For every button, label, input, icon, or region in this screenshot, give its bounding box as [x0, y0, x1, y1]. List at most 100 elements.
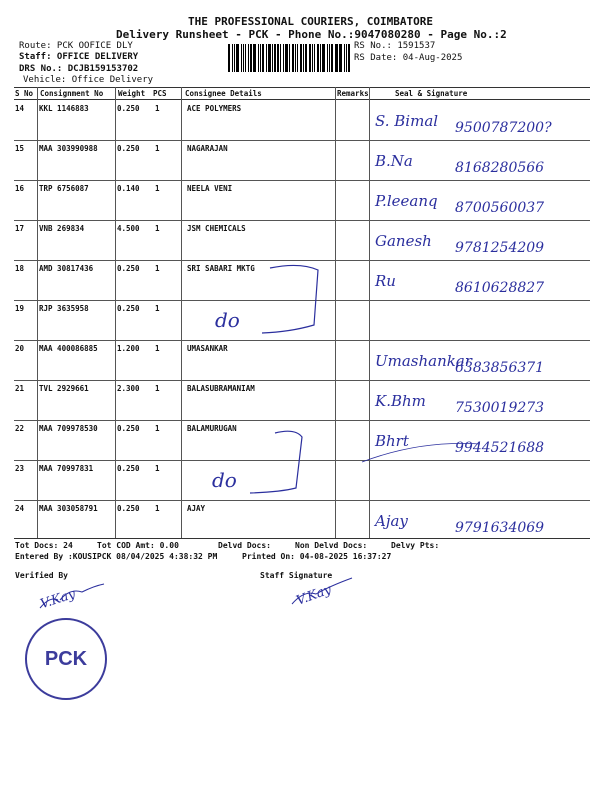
row-consignee: NAGARAJAN: [187, 144, 228, 153]
ditto-bracket-2: [249, 430, 303, 494]
row-consignment-no: MAA 303990988: [39, 144, 98, 153]
barcode-bar: [299, 44, 302, 72]
route-label: Route: PCK OOFICE DLY: [19, 41, 133, 51]
row-consignment-no: MAA 709978530: [39, 424, 98, 433]
barcode-bar: [277, 44, 280, 72]
row-divider: [14, 500, 590, 501]
vehicle-label: Vehicle: Office Delivery: [23, 75, 154, 85]
barcode-bar: [328, 44, 330, 72]
pck-stamp: PCK: [25, 618, 107, 700]
barcode-bar: [231, 44, 233, 72]
barcode: [228, 44, 352, 72]
row-pcs: 1: [155, 264, 160, 273]
row-consignment-no: MAA 400086885: [39, 344, 98, 353]
row-pcs: 1: [155, 184, 160, 193]
row-consignment-no: AMD 30817436: [39, 264, 94, 273]
row-weight: 0.250: [117, 144, 140, 153]
total-cod-amount: Tot COD Amt: 0.00: [97, 541, 179, 550]
barcode-bar: [348, 44, 350, 72]
row-weight: 0.250: [117, 104, 140, 113]
barcode-bar: [235, 44, 239, 72]
barcode-bar: [326, 44, 328, 72]
col-header-seal-signature: Seal & Signature: [395, 89, 468, 98]
row-phone-handwritten: 6383856371: [455, 360, 545, 376]
row-consignment-no: VNB 269834: [39, 224, 85, 233]
total-docs: Tot Docs: 24: [15, 541, 73, 550]
barcode-bar: [242, 44, 245, 72]
row-signature: S. Bimal: [375, 112, 439, 130]
barcode-bar: [250, 44, 253, 72]
row-sno: 14: [15, 104, 25, 113]
row-pcs: 1: [155, 224, 160, 233]
row-consignee: AJAY: [187, 504, 206, 513]
ditto-bracket-1: [261, 264, 319, 334]
row-weight: 1.200: [117, 344, 140, 353]
row-signature: Umashankar: [375, 352, 472, 370]
row-phone-handwritten: 9500787200?: [455, 120, 552, 136]
row-consignment-no: RJP 3635958: [39, 304, 89, 313]
barcode-bar: [314, 44, 316, 72]
col-header-weight: Weight: [118, 89, 146, 98]
row-consignee: UMASANKAR: [187, 344, 228, 353]
row-divider: [14, 460, 590, 461]
rs-number: RS No.: 1591537: [354, 41, 436, 51]
row-weight: 0.250: [117, 464, 140, 473]
row-phone-handwritten: 9791634069: [455, 520, 545, 536]
barcode-bar: [248, 44, 250, 72]
barcode-bar: [302, 44, 304, 72]
staff-signature-stroke: [291, 577, 353, 605]
barcode-bar: [319, 44, 321, 72]
row-signature: B.Na: [375, 152, 413, 170]
staff-signature-label: Staff Signature: [260, 571, 333, 580]
row-divider: [14, 180, 590, 181]
barcode-bar: [312, 44, 314, 72]
barcode-bar: [259, 44, 261, 72]
row-consignee: BALAMURUGAN: [187, 424, 237, 433]
ditto-mark: do: [212, 468, 237, 492]
barcode-bar: [344, 44, 346, 72]
barcode-bar: [304, 44, 308, 72]
row-consignee: ACE POLYMERS: [187, 104, 242, 113]
row-sno: 16: [15, 184, 25, 193]
row-sno: 19: [15, 304, 25, 313]
row-weight: 0.250: [117, 424, 140, 433]
row-sno: 22: [15, 424, 25, 433]
row-divider: [14, 420, 590, 421]
delivered-docs: Delvd Docs:: [218, 541, 271, 550]
row-consignment-no: MAA 70997831: [39, 464, 94, 473]
barcode-bar: [267, 44, 271, 72]
barcode-bar: [283, 44, 285, 72]
row-phone-handwritten: 7530019273: [455, 400, 545, 416]
ditto-mark: do: [215, 308, 240, 332]
row-sno: 20: [15, 344, 25, 353]
row-consignment-no: TRP 6756087: [39, 184, 89, 193]
runsheet-subtitle: Delivery Runsheet - PCK - Phone No.:9047…: [116, 28, 507, 41]
barcode-bar: [253, 44, 257, 72]
row-divider: [14, 340, 590, 341]
row-consignee: NEELA VENI: [187, 184, 233, 193]
row-divider: [14, 140, 590, 141]
row-weight: 4.500: [117, 224, 140, 233]
row-signature: P.leeanq: [375, 192, 438, 210]
entered-by: Entered By :KOUSIPCK 08/04/2025 4:38:32 …: [15, 552, 218, 561]
drs-number: DRS No.: DCJB159153702: [19, 64, 139, 74]
delivery-points: Delvy Pts:: [391, 541, 440, 550]
barcode-bar: [294, 44, 296, 72]
row-consignment-no: KKL 1146883: [39, 104, 89, 113]
non-delivered-docs: Non Delvd Docs:: [295, 541, 368, 550]
row-consignee: SRI SABARI MKTG: [187, 264, 255, 273]
row-divider: [14, 300, 590, 301]
row-signature: Ru: [375, 272, 396, 290]
row-pcs: 1: [155, 504, 160, 513]
row-weight: 0.250: [117, 264, 140, 273]
barcode-bar: [339, 44, 343, 72]
row-divider: [14, 220, 590, 221]
row-consignment-no: TVL 2929661: [39, 384, 89, 393]
barcode-bar: [245, 44, 247, 72]
row-signature: K.Bhm: [375, 392, 426, 410]
row-pcs: 1: [155, 304, 160, 313]
row-signature: Ajay: [375, 512, 408, 530]
barcode-bar: [265, 44, 267, 72]
